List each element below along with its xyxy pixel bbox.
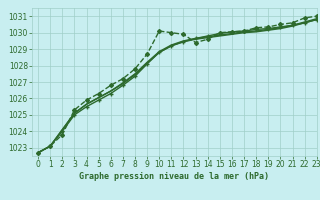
X-axis label: Graphe pression niveau de la mer (hPa): Graphe pression niveau de la mer (hPa) [79,172,269,181]
